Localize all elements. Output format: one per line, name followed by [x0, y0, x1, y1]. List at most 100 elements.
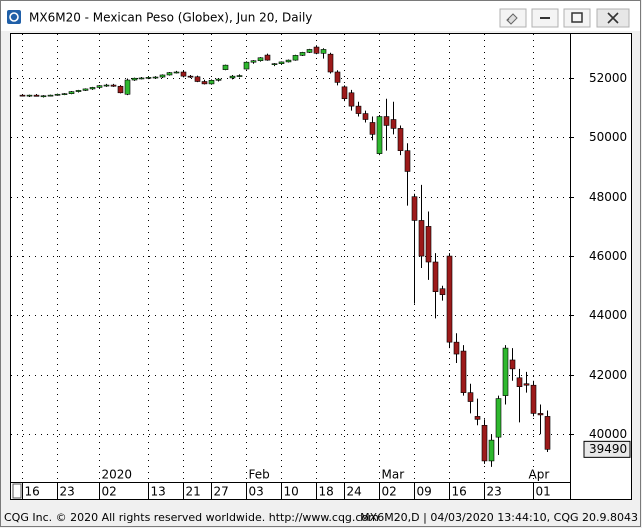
candle-body	[481, 424, 488, 462]
candle-body	[495, 398, 502, 438]
candle-body	[390, 119, 397, 129]
copyright: CQG Inc. © 2020 All rights reserved worl…	[4, 511, 379, 524]
candle-body	[355, 105, 362, 114]
candle-body	[313, 46, 320, 54]
candle-body	[460, 350, 467, 393]
candle-body	[68, 91, 75, 94]
scroll-handle[interactable]	[12, 483, 22, 499]
candle-body	[96, 85, 103, 88]
candle-body	[544, 416, 551, 450]
candle-body	[26, 94, 33, 97]
candle-body	[229, 75, 236, 79]
x-tick-label: 23	[60, 485, 75, 499]
candle-body	[383, 116, 390, 126]
candle-body	[348, 92, 355, 107]
candle-body	[47, 94, 54, 97]
candle-body	[75, 90, 82, 92]
candle-body	[138, 77, 145, 80]
month-label: Apr	[529, 468, 550, 482]
candle-body	[474, 416, 481, 420]
candle-body	[243, 61, 250, 70]
y-tick-label: 50000	[589, 130, 627, 144]
candle-body	[236, 75, 243, 77]
candle-body	[411, 196, 418, 221]
candle-body	[208, 80, 215, 85]
candle-body	[306, 49, 313, 53]
candle-body	[264, 54, 271, 61]
x-tick-label: 03	[249, 485, 264, 499]
candle-body	[54, 93, 61, 96]
candle-body	[250, 60, 257, 63]
candle-body	[376, 116, 383, 154]
y-tick-label: 40000	[589, 427, 627, 441]
candle-body	[516, 377, 523, 387]
x-tick-label: 01	[536, 485, 551, 499]
x-tick-label: 02	[102, 485, 117, 499]
candle-body	[215, 78, 222, 81]
candle-body	[446, 255, 453, 343]
candle-body	[110, 84, 117, 87]
candle-body	[82, 88, 89, 91]
candle-body	[159, 74, 166, 78]
y-tick-label: 46000	[589, 249, 627, 263]
candle-body	[103, 84, 110, 87]
app-icon-glyph	[9, 12, 19, 22]
candle-body	[292, 55, 299, 61]
close-icon	[607, 12, 619, 24]
y-tick-label: 42000	[589, 368, 627, 382]
status: MX6M20,D | 04/03/2020 13:44:10, CQG 20.9…	[360, 511, 638, 524]
candle-body	[453, 341, 460, 355]
candle-body	[530, 384, 537, 414]
y-tick-label: 52000	[589, 71, 627, 85]
candle-body	[299, 52, 306, 56]
window-title: MX6M20 - Mexican Peso (Globex), Jun 20, …	[29, 11, 312, 25]
candle-body	[257, 57, 264, 62]
candle-body	[89, 87, 96, 90]
candle-body	[40, 95, 47, 98]
candle-body	[117, 85, 124, 94]
app-icon	[7, 10, 21, 24]
pin-icon	[506, 13, 518, 25]
candle-body	[152, 76, 159, 79]
candle-body	[285, 59, 292, 63]
maximize-button[interactable]	[563, 8, 591, 28]
x-tick-label: 23	[487, 485, 502, 499]
candle-body	[432, 261, 439, 292]
candle-body	[180, 71, 187, 77]
y-tick-label: 44000	[589, 308, 627, 322]
month-label: 2020	[102, 468, 133, 482]
candle-body	[131, 77, 138, 81]
x-tick-label: 16	[25, 485, 40, 499]
maximize-icon	[571, 12, 583, 23]
x-tick-label: 16	[452, 485, 467, 499]
candle-body	[467, 392, 474, 402]
candle-body	[523, 383, 530, 386]
candle-body	[33, 94, 40, 97]
candle-body	[334, 71, 341, 83]
candle-body	[19, 94, 26, 97]
candle-body	[327, 53, 334, 73]
candle-body	[201, 81, 208, 85]
candle-body	[320, 49, 327, 54]
plot: 40000 42000 44000 46000 48000 50000 52000 16 23 0…	[11, 34, 631, 499]
x-tick-label: 13	[151, 485, 166, 499]
candle-body	[509, 359, 516, 370]
candle-body	[222, 64, 229, 70]
candle-body	[61, 93, 68, 95]
y-axis-border	[570, 33, 632, 500]
x-tick-label: 02	[382, 485, 397, 499]
last-price-label: 39490	[589, 442, 627, 456]
x-tick-label: 21	[186, 485, 201, 499]
candle-body	[425, 226, 432, 263]
candle-body	[187, 75, 194, 78]
x-tick-label: 10	[284, 485, 299, 499]
candle-body	[439, 288, 446, 295]
candle-body	[418, 220, 425, 257]
candle-body	[502, 347, 509, 396]
month-label: Mar	[382, 468, 405, 482]
candle-body	[362, 113, 369, 120]
last-price-box	[583, 440, 631, 458]
x-tick-label: 24	[347, 485, 362, 499]
